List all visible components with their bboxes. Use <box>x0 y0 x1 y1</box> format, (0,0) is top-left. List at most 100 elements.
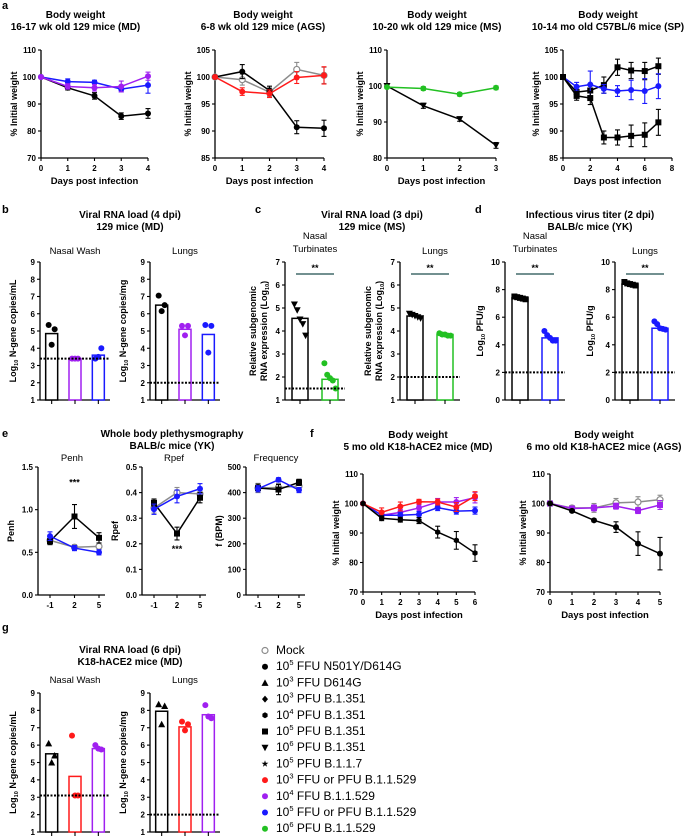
x-tick-label: 5 <box>658 598 663 607</box>
legend-label: 103 FFU D614G <box>276 674 362 689</box>
legend-marker <box>262 712 268 719</box>
data-point <box>360 500 366 507</box>
bar-group <box>436 330 454 404</box>
legend-base: 10 <box>276 708 290 722</box>
data-point <box>96 534 102 541</box>
legend-text: PFU B.1.1.529 <box>294 821 376 835</box>
y-axis-label: Relative subgenomic <box>363 286 373 376</box>
group-title: Viral RNA load (6 dpi) <box>79 645 181 656</box>
y-tick-label: 110 <box>369 46 382 55</box>
y-tick-label: 4 <box>141 776 146 785</box>
data-point <box>266 90 273 97</box>
legend-exponent: 4 <box>289 788 293 797</box>
panel-letter-g: g <box>2 622 9 634</box>
legend-label: 104 PFU B.1.351 <box>276 707 366 722</box>
data-point <box>397 512 404 519</box>
y-tick-label: 100 <box>369 82 383 91</box>
data-point <box>397 503 404 510</box>
y-axis-label: Log10 N-gene copies/mL <box>8 279 20 382</box>
series-line <box>214 70 325 130</box>
y-axis-label: Log10 N-gene copies/mg <box>118 280 130 383</box>
legend-exponent: 3 <box>289 691 293 700</box>
series <box>47 503 102 546</box>
data-point <box>293 124 300 131</box>
y-tick-label: 1 <box>141 396 146 405</box>
significance-annotation: ** <box>641 263 649 273</box>
group-subtitle: 129 mice (MS) <box>339 222 406 233</box>
panel-letter-b: b <box>2 204 9 216</box>
data-point <box>492 142 500 149</box>
x-tick-label: 2 <box>276 601 281 610</box>
bar-group <box>201 702 216 836</box>
x-tick-label: 0 <box>361 598 366 607</box>
legend-exponent: 6 <box>289 820 293 829</box>
legend-item: 104 FFU B.1.1.529 <box>262 788 375 803</box>
y-tick-label: 110 <box>23 46 36 55</box>
label-part: N-gene copies/mg <box>118 711 128 791</box>
data-point <box>197 485 203 492</box>
series-line <box>549 502 661 512</box>
label-part: 10 <box>265 284 271 290</box>
legend-exponent: 3 <box>289 674 293 683</box>
x-tick-label: 4 <box>435 598 440 607</box>
data-point <box>118 83 125 90</box>
data-point <box>614 134 621 141</box>
data-point <box>64 83 71 90</box>
legend-item: 106 PFU B.1.351 <box>261 739 366 754</box>
chart-subtitle: Turbinates <box>293 244 338 255</box>
y-tick-label: 4 <box>276 327 281 336</box>
data-point <box>205 713 212 720</box>
y-tick-label: 4 <box>31 776 36 785</box>
y-tick-label: 90 <box>373 118 382 127</box>
chart-e2: Rpef 0.0 0.1 0.2 0.3 0.4 0.5 Rpef -1 2 5 *** <box>110 453 206 610</box>
label-part: 10 <box>124 360 130 366</box>
y-axis-label: % Initial weight <box>518 500 528 565</box>
data-point <box>48 341 55 348</box>
data-point <box>182 332 188 339</box>
legend-label: 103 FFU or PFU B.1.1.529 <box>276 772 417 787</box>
y-axis-label: Relative subgenomic <box>248 286 258 376</box>
chart-subtitle: Nasal <box>303 231 327 242</box>
data-point <box>239 88 246 95</box>
label-part: N-gene copies/mL <box>8 711 18 792</box>
y-tick-label: 8 <box>31 275 36 284</box>
data-point <box>158 720 166 728</box>
y-tick-label: 0 <box>237 591 242 600</box>
group-title: Viral RNA load (3 dpi) <box>321 210 423 221</box>
y-tick-label: 1.0 <box>22 506 34 515</box>
y-tick-label: 6 <box>141 741 146 750</box>
legend-base: 10 <box>276 789 290 803</box>
legend-text: FFU N501Y/D614G <box>294 659 402 673</box>
bar <box>651 327 669 401</box>
label-part: Log <box>8 366 18 383</box>
data-point <box>657 501 663 508</box>
y-tick-label: 95 <box>201 100 210 109</box>
y-tick-label: 100 <box>228 565 242 574</box>
chart-subtitle: Nasal Wash <box>50 246 101 257</box>
chart-e1: Penh 0.0 0.5 1.0 1.5 Penh -1 2 5 *** <box>6 453 105 610</box>
bar <box>68 775 82 833</box>
x-tick-label: 2 <box>398 598 403 607</box>
legend-exponent: 5 <box>289 723 293 732</box>
y-tick-label: 4 <box>496 341 501 350</box>
chart-subtitle: Rpef <box>164 453 184 464</box>
y-tick-label: 5 <box>141 759 146 768</box>
group-subtitle: BALB/c mice (YK) <box>129 441 214 452</box>
bar <box>541 337 559 401</box>
label-part: Log <box>118 797 128 814</box>
y-tick-label: 0.4 <box>126 489 138 498</box>
chart-g1: Nasal Wash 1 2 3 4 5 6 7 8 9 Log10 N-gene copies/m… <box>8 675 110 837</box>
y-tick-label: 9 <box>141 258 146 267</box>
y-tick-label: 2 <box>31 811 36 820</box>
label-part: N-gene copies/mg <box>118 280 128 360</box>
x-tick-label: 0 <box>39 164 44 173</box>
bar <box>178 726 192 833</box>
y-tick-label: 6 <box>606 313 611 322</box>
legend-text: PFU B.1.351 <box>294 708 366 722</box>
label-part: Log <box>259 290 269 307</box>
significance-annotation: ** <box>311 263 319 273</box>
legend-label: 104 FFU B.1.1.529 <box>276 788 375 803</box>
